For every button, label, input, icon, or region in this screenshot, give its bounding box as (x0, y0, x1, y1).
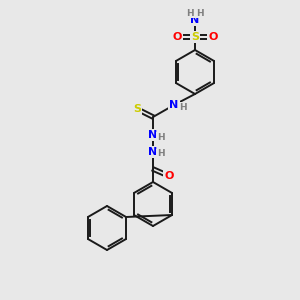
Text: H: H (157, 149, 165, 158)
Text: N: N (169, 100, 178, 110)
Text: O: O (164, 171, 174, 181)
Text: H: H (186, 8, 194, 17)
Text: N: N (148, 147, 158, 157)
Text: S: S (191, 32, 199, 42)
Text: N: N (190, 15, 200, 25)
Text: O: O (172, 32, 182, 42)
Text: H: H (157, 133, 165, 142)
Text: H: H (196, 8, 204, 17)
Text: S: S (133, 104, 141, 114)
Text: N: N (148, 130, 158, 140)
Text: H: H (179, 103, 187, 112)
Text: O: O (208, 32, 218, 42)
